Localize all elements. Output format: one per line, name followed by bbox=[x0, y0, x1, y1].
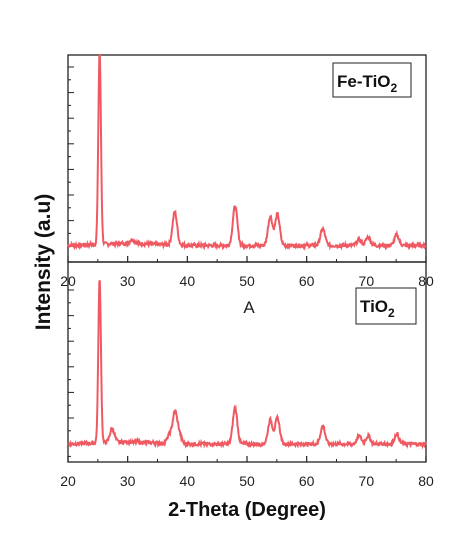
panel-fe-tio2: 20 30 40 50 60 70 80 Fe-TiO2 bbox=[60, 53, 434, 289]
x-tick-label: 50 bbox=[239, 473, 255, 489]
x-tick-label: 70 bbox=[359, 273, 375, 289]
series-line-fe-tio2 bbox=[67, 53, 427, 252]
y-ticks-bottom bbox=[68, 289, 74, 457]
x-tick-label: 50 bbox=[239, 273, 255, 289]
x-tick-label: 30 bbox=[120, 473, 136, 489]
x-tick-label: 70 bbox=[359, 473, 375, 489]
legend-box-fe-tio2: Fe-TiO2 bbox=[332, 62, 412, 98]
y-axis-title: Intensity (a.u) bbox=[32, 194, 55, 331]
series-line-tio2 bbox=[67, 280, 427, 450]
x-tick-label: 40 bbox=[180, 273, 196, 289]
x-tick-label: 60 bbox=[299, 273, 315, 289]
legend-label-fe-tio2: Fe-TiO2 bbox=[337, 72, 398, 95]
x-tick-label: 30 bbox=[120, 273, 136, 289]
legend-label-tio2: TiO2 bbox=[360, 297, 395, 320]
x-axis-title: 2-Theta (Degree) bbox=[168, 499, 326, 521]
y-ticks-top bbox=[68, 66, 74, 247]
panel-tio2: 20 30 40 50 60 70 80 TiO2 A bbox=[60, 261, 434, 489]
x-ticks-bottom: 20 30 40 50 60 70 80 bbox=[60, 456, 434, 489]
x-tick-label: 60 bbox=[299, 473, 315, 489]
x-tick-label: 80 bbox=[418, 473, 434, 489]
panel-annotation: A bbox=[243, 298, 255, 317]
legend-box-tio2: TiO2 bbox=[355, 287, 417, 325]
x-tick-label: 40 bbox=[180, 473, 196, 489]
x-ticks-top: 20 30 40 50 60 70 80 bbox=[60, 256, 434, 289]
x-tick-label: 20 bbox=[60, 473, 76, 489]
